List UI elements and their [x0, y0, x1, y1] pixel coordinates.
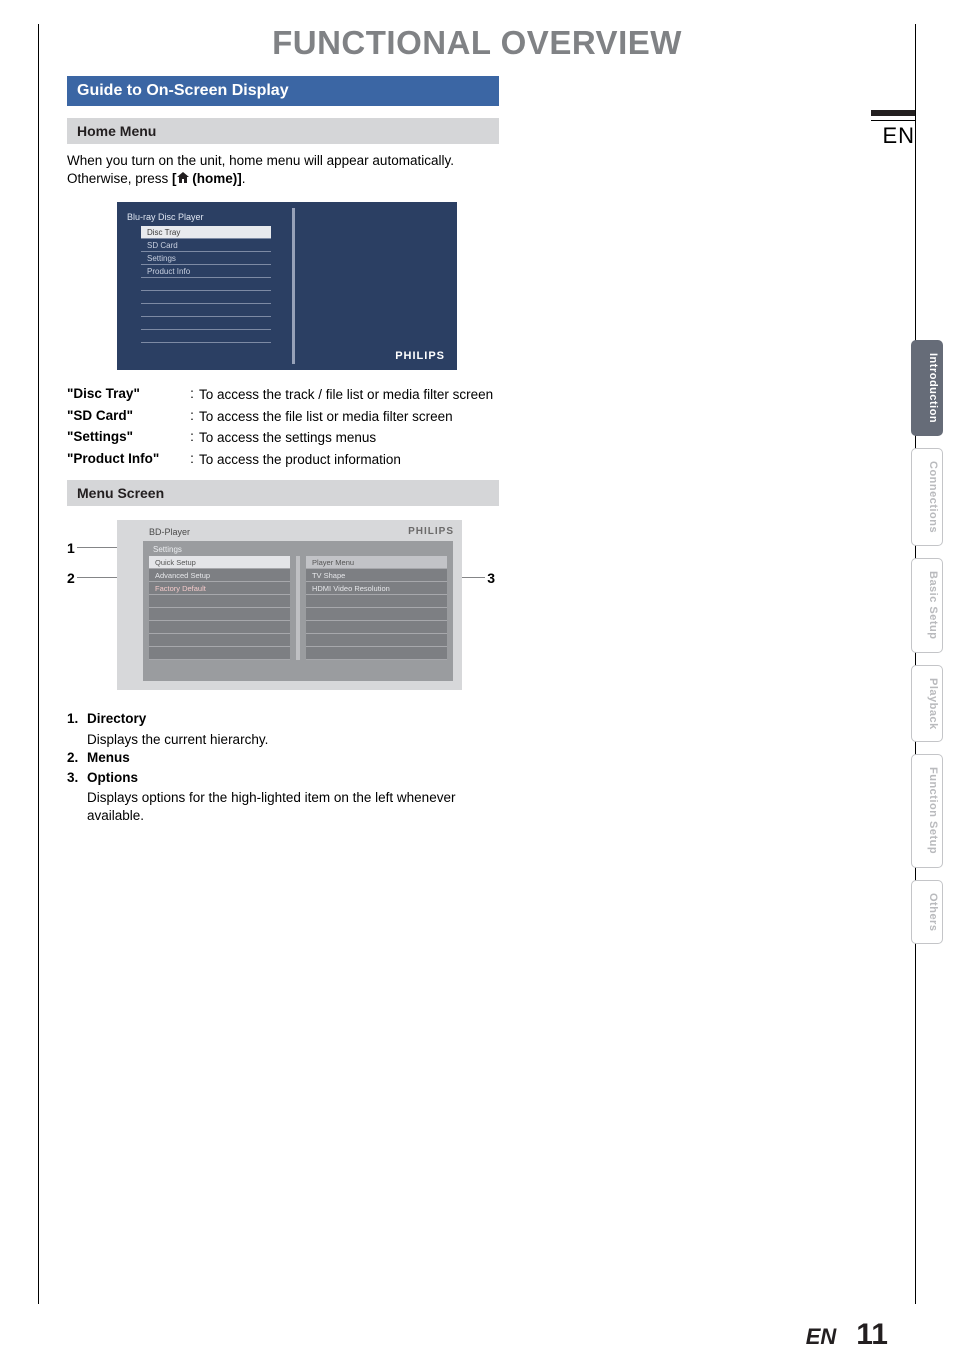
callout-1: 1: [67, 540, 75, 556]
home-icon: [177, 170, 189, 188]
tab-function-setup[interactable]: Function Setup: [911, 754, 943, 867]
language-code: EN: [871, 120, 915, 149]
callout-3: 3: [487, 570, 495, 586]
philips-brand: PHILIPS: [395, 350, 445, 362]
def-term: "SD Card": [67, 408, 185, 426]
footer-page-number: 11: [856, 1318, 888, 1352]
ms-cell-empty: [306, 634, 447, 647]
list-label: Directory: [87, 710, 146, 728]
tab-connections[interactable]: Connections: [911, 448, 943, 546]
tv-row-empty: [141, 304, 271, 317]
section-heading: Guide to On-Screen Display: [67, 76, 499, 106]
ms-cell-empty: [306, 595, 447, 608]
tv-row-settings: Settings: [141, 252, 271, 265]
tv-row-product-info: Product Info: [141, 265, 271, 278]
home-menu-definitions: "Disc Tray":To access the track / file l…: [67, 386, 499, 468]
list-label: Menus: [87, 749, 130, 767]
tv-divider: [292, 208, 295, 364]
tab-basic-setup[interactable]: Basic Setup: [911, 558, 943, 652]
list-num: 2.: [67, 749, 87, 767]
list-num: 3.: [67, 769, 87, 787]
ms-cell: Player Menu: [306, 556, 447, 569]
tv-row-empty: [141, 278, 271, 291]
def-val: To access the settings menus: [199, 429, 499, 447]
ms-header-left: BD-Player: [149, 527, 190, 537]
side-tabs: Introduction Connections Basic Setup Pla…: [911, 340, 943, 944]
ms-left-col: Quick Setup Advanced Setup Factory Defau…: [149, 556, 290, 660]
ms-cell-empty: [306, 647, 447, 660]
language-badge: EN: [871, 110, 915, 149]
list-sub: Displays options for the high-lighted it…: [87, 789, 499, 825]
def-term: "Disc Tray": [67, 386, 185, 404]
ms-cell-empty: [149, 647, 290, 660]
ms-cell: Advanced Setup: [149, 569, 290, 582]
ms-cell: Quick Setup: [149, 556, 290, 569]
ms-right-col: Player Menu TV Shape HDMI Video Resoluti…: [306, 556, 447, 660]
intro-text-a: When you turn on the unit, home menu wil…: [67, 153, 454, 186]
list-num: 1.: [67, 710, 87, 728]
list-label: Options: [87, 769, 138, 787]
def-term: "Product Info": [67, 451, 185, 469]
ms-cell-empty: [306, 608, 447, 621]
philips-brand: PHILIPS: [408, 526, 454, 537]
list-sub: Displays the current hierarchy.: [87, 731, 499, 749]
home-menu-intro: When you turn on the unit, home menu wil…: [67, 144, 499, 194]
def-colon: :: [185, 408, 199, 426]
def-colon: :: [185, 451, 199, 469]
ms-cell: Factory Default: [149, 582, 290, 595]
ms-cell: HDMI Video Resolution: [306, 582, 447, 595]
def-val: To access the product information: [199, 451, 499, 469]
callout-2: 2: [67, 570, 75, 586]
def-val: To access the track / file list or media…: [199, 386, 499, 404]
tv-title: Blu-ray Disc Player: [121, 208, 289, 226]
tv-row-sd-card: SD Card: [141, 239, 271, 252]
footer-lang: EN: [806, 1324, 837, 1350]
subheading-home-menu: Home Menu: [67, 118, 499, 144]
def-colon: :: [185, 429, 199, 447]
ms-divider: [296, 556, 300, 660]
ms-cell-empty: [306, 621, 447, 634]
ms-cell-empty: [149, 621, 290, 634]
tv-menu-list: Disc Tray SD Card Settings Product Info: [141, 226, 271, 343]
intro-text-d: .: [242, 171, 246, 186]
tv-row-empty: [141, 291, 271, 304]
tv-row-disc-tray: Disc Tray: [141, 226, 271, 239]
ms-cell-empty: [149, 634, 290, 647]
ms-cell-empty: [149, 608, 290, 621]
tv-row-empty: [141, 317, 271, 330]
menu-screen-screenshot: BD-Player PHILIPS Settings Quick Setup A…: [117, 520, 462, 690]
tab-others[interactable]: Others: [911, 880, 943, 944]
def-term: "Settings": [67, 429, 185, 447]
ms-directory: Settings: [149, 545, 447, 556]
ms-cell-empty: [149, 595, 290, 608]
ms-cell: TV Shape: [306, 569, 447, 582]
def-val: To access the file list or media filter …: [199, 408, 499, 426]
subheading-menu-screen: Menu Screen: [67, 480, 499, 506]
page-footer: EN 11: [806, 1318, 888, 1352]
menu-screen-legend: 1.Directory Displays the current hierarc…: [67, 710, 499, 825]
page-title: FUNCTIONAL OVERVIEW: [67, 24, 887, 62]
tv-row-empty: [141, 330, 271, 343]
intro-text-c: (home)]: [189, 171, 242, 186]
tab-introduction[interactable]: Introduction: [911, 340, 943, 436]
tab-playback[interactable]: Playback: [911, 665, 943, 743]
def-colon: :: [185, 386, 199, 404]
home-menu-screenshot: Blu-ray Disc Player Disc Tray SD Card Se…: [117, 202, 457, 370]
